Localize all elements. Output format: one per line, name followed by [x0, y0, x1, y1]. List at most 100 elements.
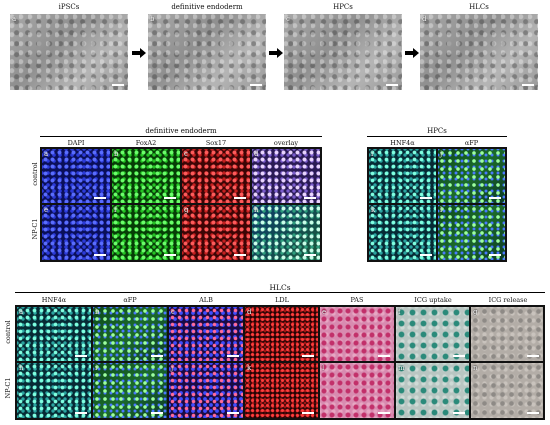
hpc-micrograph-afp-np-c1: l [438, 205, 505, 260]
hlc-block-title-rule [15, 292, 545, 293]
de-micrograph-sox17-control: c [182, 149, 250, 203]
micrograph-hpcs: c [284, 14, 402, 90]
panel-letter: f [398, 308, 401, 316]
panel-letter: g [473, 308, 478, 316]
scale-bar [453, 412, 465, 414]
hpc-micrograph-hnf4a-control: i [369, 149, 436, 203]
hlc-micrograph-ldl-control: d [245, 307, 318, 361]
panel-letter: n [473, 364, 478, 372]
scale-bar [378, 355, 390, 357]
hlc-col-alb: ALB [199, 296, 213, 304]
de-micrograph-foxa2-control: b [112, 149, 180, 203]
panel-letter: d [422, 15, 427, 23]
panel-letter: i [371, 150, 374, 158]
de-micrograph-dapi-control: a [42, 149, 110, 203]
de-micrograph-dapi-np-c1: e [42, 205, 110, 260]
hpc-block-title: HPCs [427, 127, 447, 135]
hlc-col-hnf4a: HNF4α [41, 296, 67, 304]
hpc-block-title-rule [367, 136, 507, 137]
panel-letter: j [440, 150, 443, 158]
hlc-micrograph-hnf4a-np-c1: h [17, 363, 91, 418]
scale-bar [234, 254, 246, 256]
stage-label-hlcs: HLCs [469, 3, 489, 11]
panel-letter: a [12, 15, 17, 23]
hlc-micrograph-afp-control: b [93, 307, 167, 361]
stage-label-ipscs: iPSCs [58, 3, 80, 11]
hpc-col-hnf4a: HNF4α [390, 139, 415, 147]
panel-letter: j [171, 364, 174, 372]
scale-bar [234, 197, 246, 199]
scale-bar [75, 412, 87, 414]
de-col-dapi: DAPI [67, 139, 85, 147]
scale-bar [386, 84, 398, 86]
hlc-micrograph-ldl-np-c1: k [245, 363, 318, 418]
scale-bar [304, 254, 316, 256]
arrow-right-icon [132, 48, 146, 58]
de-col-sox17: Sox17 [205, 139, 227, 147]
de-micrograph-sox17-np-c1: g [182, 205, 250, 260]
stage-label-hpcs: HPCs [333, 3, 353, 11]
hlc-micrograph-alb-np-c1: j [169, 363, 243, 418]
hlc-col-pas: PAS [350, 296, 364, 304]
hpc-micrograph-afp-control: j [438, 149, 505, 203]
scale-bar [151, 412, 163, 414]
panel-letter: c [286, 15, 290, 23]
panel-letter: b [95, 308, 100, 316]
panel-letter: b [114, 150, 119, 158]
de-row-control: control [31, 162, 39, 186]
de-col-foxa2: FoxA2 [135, 139, 157, 147]
hlc-micrograph-alb-control: c [169, 307, 243, 361]
hlc-col-icg-uptake: ICG uptake [414, 296, 452, 304]
scale-bar [302, 355, 314, 357]
micrograph-definitive-endoderm: b [148, 14, 266, 90]
de-row-np-c1: NP-C1 [31, 218, 39, 240]
hlc-micrograph-pas-np-c1: l [320, 363, 394, 418]
panel-letter: f [114, 206, 117, 214]
scale-bar [527, 355, 539, 357]
scale-bar [420, 254, 432, 256]
scale-bar [112, 84, 124, 86]
panel-letter: k [247, 364, 252, 372]
scale-bar [378, 412, 390, 414]
scale-bar [489, 197, 501, 199]
de-block-title-rule [40, 136, 322, 137]
hlc-micrograph-icg-uptake-np-c1: m [396, 363, 469, 418]
scale-bar [453, 355, 465, 357]
panel-letter: b [150, 15, 155, 23]
panel-letter: e [322, 308, 327, 316]
scale-bar [94, 254, 106, 256]
panel-letter: k [371, 206, 376, 214]
hlc-col-ldl: LDL [275, 296, 289, 304]
scale-bar [227, 412, 239, 414]
hlc-row-control: control [4, 320, 12, 344]
de-col-overlay: overlay [273, 139, 299, 147]
de-micrograph-overlay-np-c1: h [252, 205, 320, 260]
scale-bar [227, 355, 239, 357]
scale-bar [164, 197, 176, 199]
de-micrograph-foxa2-np-c1: f [112, 205, 180, 260]
scale-bar [302, 412, 314, 414]
panel-letter: d [247, 308, 252, 316]
hlc-micrograph-hnf4a-control: a [17, 307, 91, 361]
hlc-micrograph-afp-np-c1: i [93, 363, 167, 418]
stage-label-definitive-endoderm: definitive endoderm [171, 3, 243, 11]
hpc-micrograph-hnf4a-np-c1: k [369, 205, 436, 260]
scale-bar [94, 197, 106, 199]
panel-letter: e [44, 206, 49, 214]
panel-letter: m [398, 364, 405, 372]
panel-letter: h [19, 364, 24, 372]
hlc-micrograph-pas-control: e [320, 307, 394, 361]
hlc-col-icg-release: ICG release [488, 296, 528, 304]
scale-bar [250, 84, 262, 86]
hlc-row-np-c1: NP-C1 [4, 377, 12, 399]
panel-letter: h [254, 206, 259, 214]
panel-letter: d [254, 150, 259, 158]
panel-letter: c [171, 308, 175, 316]
hpc-col-afp: αFP [464, 139, 479, 147]
hlc-col-afp: αFP [123, 296, 137, 304]
micrograph-ipscs: a [10, 14, 128, 90]
hlc-micrograph-icg-release-np-c1: n [471, 363, 543, 418]
hlc-block-title: HLCs [269, 283, 291, 292]
arrow-right-icon [405, 48, 419, 58]
panel-letter: a [44, 150, 49, 158]
